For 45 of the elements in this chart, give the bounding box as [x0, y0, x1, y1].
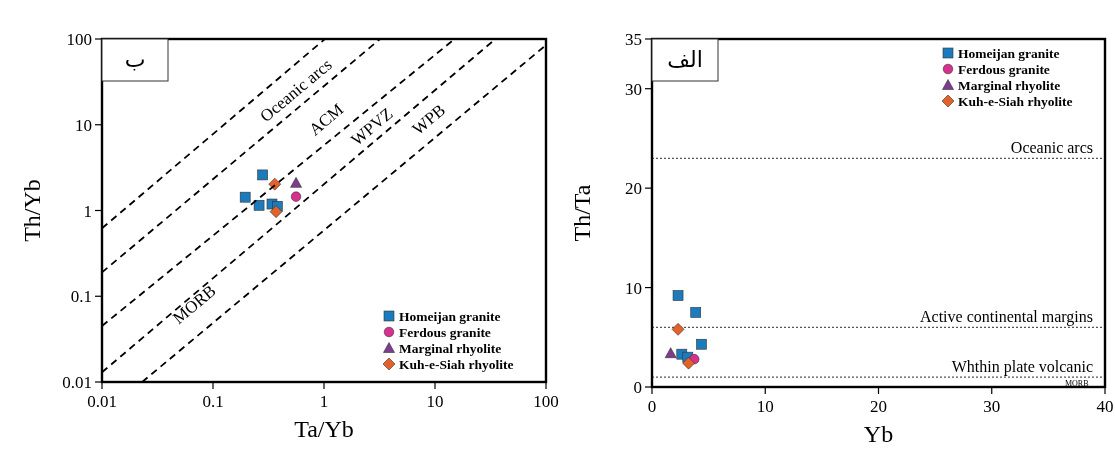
x-tick-label: 40: [1096, 397, 1114, 416]
x-tick-label: 1: [319, 392, 329, 411]
x-axis-title: Ta/Yb: [294, 416, 354, 442]
y-tick-label: 10: [75, 115, 92, 135]
y-tick-label: 0.01: [62, 373, 92, 392]
y-tick-label: 35: [625, 30, 642, 49]
y-tick-label: 0: [633, 378, 642, 397]
legend-label: Ferdous granite: [399, 325, 491, 340]
x-tick-label: 0: [647, 397, 657, 416]
x-tick-label: 10: [756, 397, 774, 416]
legend-label: Kuh-e-Siah rhyolite: [958, 94, 1073, 109]
legend-label: Homeijan granite: [399, 309, 501, 324]
legend-label: Ferdous granite: [958, 62, 1050, 77]
x-tick-label: 10: [426, 392, 444, 411]
point: [696, 338, 707, 350]
ref-line-label: Oceanic arcs: [1010, 139, 1093, 157]
point: [664, 347, 677, 358]
chart-title: الف: [667, 47, 703, 72]
point: [671, 323, 685, 336]
x-tick-label: 100: [533, 392, 559, 411]
x-tick-label: 0.1: [202, 392, 224, 411]
legend-label: Homeijan granite: [958, 46, 1060, 61]
annotation: MORB: [1064, 378, 1089, 388]
y-tick-label: 10: [625, 278, 642, 298]
y-tick-label: 1: [83, 201, 92, 221]
y-tick-label: 30: [625, 79, 642, 99]
x-tick-label: 20: [870, 397, 887, 416]
y-tick-label: 20: [625, 179, 642, 199]
y-tick-label: 100: [66, 30, 92, 49]
y-tick-label: 0.1: [70, 287, 92, 307]
chart-title: ب: [124, 47, 146, 72]
x-tick-label: 30: [983, 397, 1001, 416]
legend-label: Kuh-e-Siah rhyolite: [399, 357, 514, 372]
point: [690, 307, 702, 318]
ref-line-label: Whthin plate volcanic: [951, 358, 1093, 377]
y-axis-title: Th/Ta: [569, 184, 595, 242]
ref-line-label: Active continental margins: [920, 308, 1093, 327]
x-axis-title: Yb: [863, 421, 894, 447]
x-tick-label: 0.01: [87, 392, 117, 411]
point: [682, 356, 695, 370]
legend-label: Marginal rhyolite: [958, 78, 1061, 93]
y-axis-title: Th/Yb: [19, 179, 45, 242]
legend-label: Marginal rhyolite: [399, 341, 502, 356]
point: [672, 290, 684, 301]
annotation: WPB: [408, 100, 449, 139]
